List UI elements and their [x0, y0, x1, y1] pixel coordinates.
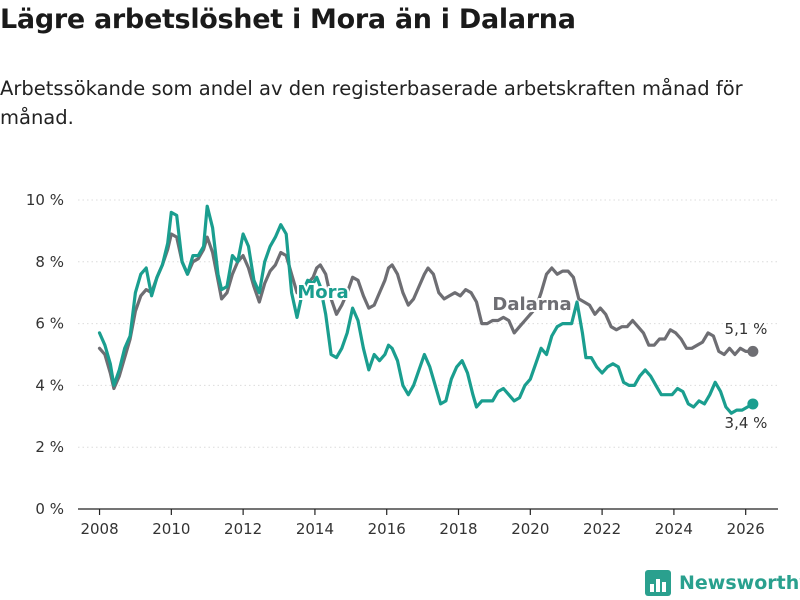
x-tick-label: 2014 — [296, 520, 334, 538]
y-tick-label: 2 % — [35, 438, 64, 456]
y-tick-label: 10 % — [26, 191, 64, 209]
x-tick-label: 2016 — [368, 520, 406, 538]
axis-layer: 0 % 2 % 4 % 6 % 8 % 10 % 2008 2010 2012 2014 2016 2… — [26, 191, 778, 538]
x-tick-label: 2022 — [583, 520, 621, 538]
series-line-mora — [97, 204, 755, 415]
series-layer — [97, 204, 759, 415]
x-tick-label: 2012 — [224, 520, 262, 538]
y-tick-label: 8 % — [35, 253, 64, 271]
series-line-dalarna — [97, 232, 755, 391]
chart-subtitle: Arbetssökande som andel av den registerb… — [0, 77, 743, 129]
series-label-mora: Mora — [297, 282, 348, 303]
x-tick-label: 2026 — [727, 520, 765, 538]
x-tick-label: 2024 — [655, 520, 693, 538]
end-label-dalarna: 5,1 % — [725, 320, 768, 338]
y-tick-label: 0 % — [35, 500, 64, 518]
x-tick-label: 2008 — [80, 520, 118, 538]
y-tick-label: 6 % — [35, 315, 64, 333]
x-tick-label: 2020 — [511, 520, 549, 538]
x-tick-label: 2018 — [439, 520, 477, 538]
grid-layer — [78, 199, 778, 510]
end-label-mora: 3,4 % — [725, 414, 768, 432]
series-label-dalarna: Dalarna — [492, 294, 571, 315]
end-point-dalarna — [747, 345, 759, 357]
brand-logo: Newsworthy — [645, 570, 800, 596]
chart-title: Lägre arbetslöshet i Mora än i Dalarna — [0, 4, 576, 35]
x-tick-label: 2010 — [152, 520, 190, 538]
newsworthy-logo-icon — [645, 570, 671, 596]
label-layer: Dalarna Mora 5,1 % 3,4 % — [295, 280, 769, 434]
y-tick-label: 4 % — [35, 376, 64, 394]
end-point-mora — [747, 398, 759, 410]
brand-name: Newsworthy — [679, 572, 800, 594]
